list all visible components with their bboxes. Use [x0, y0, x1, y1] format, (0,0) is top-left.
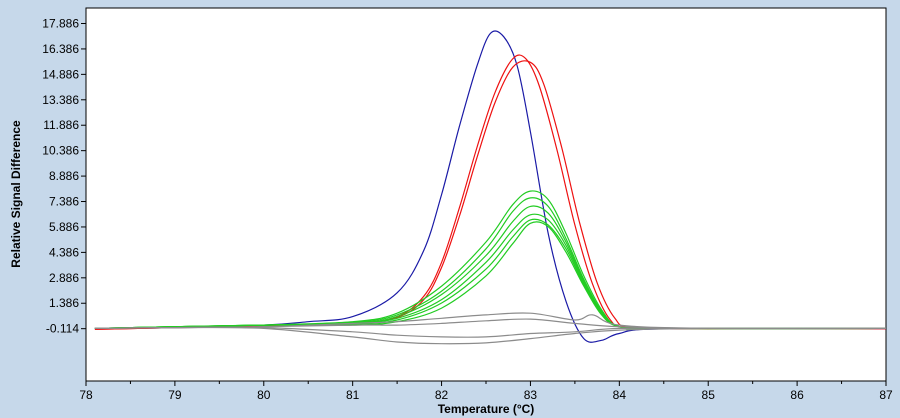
x-tick-label: 82: [435, 388, 449, 402]
y-tick-label: 13.386: [42, 93, 79, 107]
plot-area: [85, 7, 887, 382]
y-tick-label: 8.886: [49, 169, 79, 183]
x-axis: 78 79 80 81 82 83 84 85 86 87: [79, 381, 893, 402]
x-tick-label: 81: [346, 388, 360, 402]
y-axis-label: Relative Signal Difference: [9, 120, 23, 268]
y-axis: -0.114 1.386 2.886 4.386 5.886 7.386 8.886 10.3…: [42, 16, 86, 336]
x-tick-label: 85: [702, 388, 716, 402]
x-tick-label: 86: [790, 388, 804, 402]
series-line-1: [94, 30, 887, 343]
x-tick-label: 83: [524, 388, 538, 402]
series-layer: [94, 30, 887, 345]
y-tick-label: -0.114: [46, 322, 79, 336]
y-tick-label: 1.386: [49, 296, 79, 310]
y-tick-label: 5.886: [49, 220, 79, 234]
y-tick-label: 10.386: [42, 144, 79, 158]
y-tick-label: 16.386: [42, 42, 79, 56]
x-tick-label: 80: [257, 388, 271, 402]
x-tick-label: 87: [879, 388, 893, 402]
y-tick-label: 17.886: [42, 16, 79, 30]
y-tick-label: 11.886: [43, 118, 79, 132]
y-tick-label: 7.386: [49, 195, 79, 209]
x-tick-label: 84: [613, 388, 627, 402]
x-tick-label: 79: [168, 388, 182, 402]
x-tick-label: 78: [79, 388, 93, 402]
x-axis-label: Temperature (°C): [438, 402, 535, 416]
y-tick-label: 2.886: [49, 271, 79, 285]
y-tick-label: 14.886: [42, 67, 79, 81]
y-tick-label: 4.386: [49, 245, 79, 259]
series-line-13: [94, 326, 887, 345]
